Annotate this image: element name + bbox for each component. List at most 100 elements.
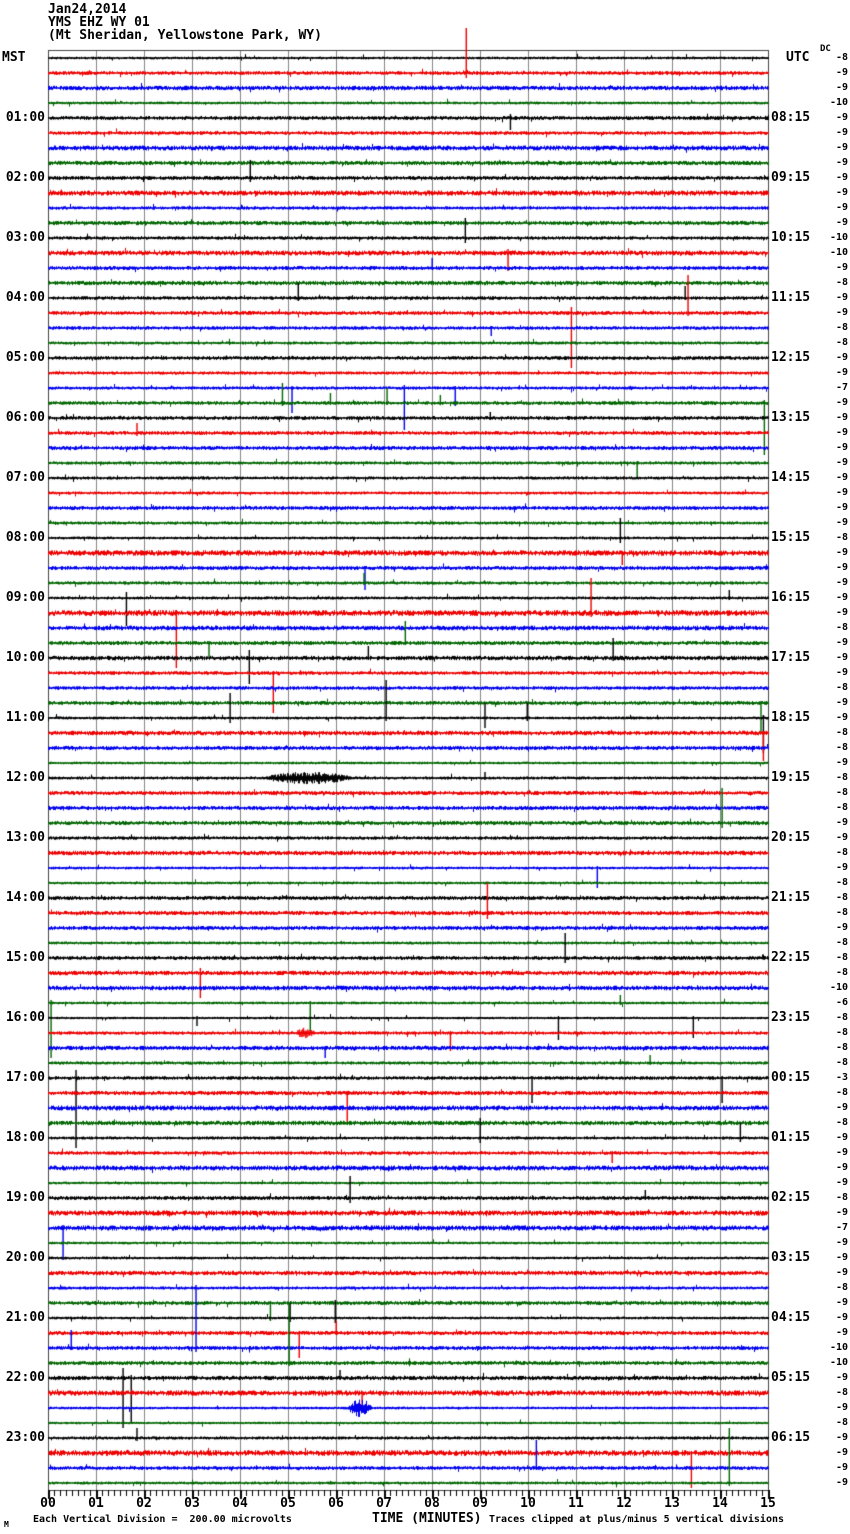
utc-hour-label: 16:15 xyxy=(771,590,811,605)
dc-offset-value: -7 xyxy=(835,382,848,393)
dc-offset-value: -9 xyxy=(835,1462,848,1473)
dc-offset-header: DC xyxy=(820,44,831,54)
dc-offset-value: -8 xyxy=(835,1027,848,1038)
dc-offset-value: -9 xyxy=(835,457,848,468)
dc-offset-value: -8 xyxy=(835,1282,848,1293)
utc-hour-label: 04:15 xyxy=(771,1310,811,1325)
title-location: (Mt Sheridan, Yellowstone Park, WY) xyxy=(48,28,322,43)
dc-offset-value: -9 xyxy=(835,67,848,78)
x-axis-tick-label: 01 xyxy=(88,1496,104,1511)
dc-offset-value: -9 xyxy=(835,1402,848,1413)
dc-offset-value: -8 xyxy=(835,967,848,978)
dc-offset-value: -8 xyxy=(835,277,848,288)
dc-offset-value: -9 xyxy=(835,577,848,588)
mst-hour-label: 21:00 xyxy=(5,1310,45,1325)
utc-hour-label: 23:15 xyxy=(771,1010,811,1025)
dc-offset-value: -9 xyxy=(835,187,848,198)
dc-offset-value: -8 xyxy=(835,787,848,798)
dc-offset-value: -9 xyxy=(835,547,848,558)
dc-offset-value: -10 xyxy=(829,232,848,243)
dc-offset-value: -8 xyxy=(835,1012,848,1023)
x-axis-tick-label: 04 xyxy=(232,1496,248,1511)
mst-hour-label: 03:00 xyxy=(5,230,45,245)
dc-offset-value: -9 xyxy=(835,1162,848,1173)
dc-offset-value: -10 xyxy=(829,247,848,258)
dc-offset-value: -8 xyxy=(835,1417,848,1428)
x-axis-tick-label: 00 xyxy=(40,1496,56,1511)
dc-offset-value: -8 xyxy=(835,847,848,858)
dc-offset-value: -10 xyxy=(829,1342,848,1353)
dc-offset-value: -9 xyxy=(835,832,848,843)
dc-offset-value: -8 xyxy=(835,622,848,633)
dc-offset-value: -8 xyxy=(835,1042,848,1053)
dc-offset-value: -8 xyxy=(835,1057,848,1068)
dc-offset-value: -8 xyxy=(835,952,848,963)
dc-offset-value: -8 xyxy=(835,877,848,888)
dc-offset-value: -9 xyxy=(835,562,848,573)
x-axis-tick-label: 13 xyxy=(664,1496,680,1511)
dc-offset-value: -9 xyxy=(835,697,848,708)
x-axis-tick-label: 05 xyxy=(280,1496,296,1511)
utc-hour-label: 19:15 xyxy=(771,770,811,785)
utc-hour-label: 08:15 xyxy=(771,110,811,125)
mst-hour-label: 11:00 xyxy=(5,710,45,725)
utc-hour-label: 13:15 xyxy=(771,410,811,425)
mst-hour-label: 06:00 xyxy=(5,410,45,425)
mst-hour-label: 22:00 xyxy=(5,1370,45,1385)
vertical-division-note: Each Vertical Division = 200.00 microvol… xyxy=(33,1514,292,1525)
x-axis-tick-label: 12 xyxy=(616,1496,632,1511)
utc-hour-label: 14:15 xyxy=(771,470,811,485)
dc-offset-value: -9 xyxy=(835,1477,848,1488)
corner-glyph: M xyxy=(4,1520,9,1529)
dc-offset-value: -9 xyxy=(835,352,848,363)
dc-offset-value: -9 xyxy=(835,1267,848,1278)
title-date: Jan24,2014 xyxy=(48,2,127,17)
dc-offset-value: -9 xyxy=(835,427,848,438)
mst-hour-label: 05:00 xyxy=(5,350,45,365)
dc-offset-value: -9 xyxy=(835,817,848,828)
mst-hour-label: 08:00 xyxy=(5,530,45,545)
mst-hour-label: 19:00 xyxy=(5,1190,45,1205)
mst-hour-label: 15:00 xyxy=(5,950,45,965)
dc-offset-value: -9 xyxy=(835,307,848,318)
dc-offset-value: -10 xyxy=(829,982,848,993)
dc-offset-value: -9 xyxy=(835,592,848,603)
utc-hour-label: 06:15 xyxy=(771,1430,811,1445)
dc-offset-value: -8 xyxy=(835,337,848,348)
x-axis-tick-label: 14 xyxy=(712,1496,728,1511)
utc-hour-label: 05:15 xyxy=(771,1370,811,1385)
dc-offset-value: -8 xyxy=(835,322,848,333)
utc-hour-label: 22:15 xyxy=(771,950,811,965)
clipping-note: Traces clipped at plus/minus 5 vertical … xyxy=(489,1514,785,1525)
utc-hour-label: 17:15 xyxy=(771,650,811,665)
x-axis-tick-label: 06 xyxy=(328,1496,344,1511)
utc-hour-label: 12:15 xyxy=(771,350,811,365)
dc-offset-value: -9 xyxy=(835,217,848,228)
utc-hour-label: 02:15 xyxy=(771,1190,811,1205)
mst-hour-label: 17:00 xyxy=(5,1070,45,1085)
dc-offset-value: -9 xyxy=(835,157,848,168)
dc-offset-value: -8 xyxy=(835,1087,848,1098)
dc-offset-value: -9 xyxy=(835,262,848,273)
utc-hour-label: 03:15 xyxy=(771,1250,811,1265)
dc-offset-value: -10 xyxy=(829,1357,848,1368)
mst-hour-label: 12:00 xyxy=(5,770,45,785)
dc-offset-value: -9 xyxy=(835,202,848,213)
mst-hour-label: 09:00 xyxy=(5,590,45,605)
dc-offset-value: -7 xyxy=(835,1222,848,1233)
dc-offset-value: -9 xyxy=(835,1312,848,1323)
mst-hour-label: 04:00 xyxy=(5,290,45,305)
utc-hour-label: 09:15 xyxy=(771,170,811,185)
dc-offset-value: -9 xyxy=(835,607,848,618)
dc-offset-value: -8 xyxy=(835,52,848,63)
dc-offset-value: -9 xyxy=(835,652,848,663)
dc-offset-value: -8 xyxy=(835,1192,848,1203)
mst-hour-label: 10:00 xyxy=(5,650,45,665)
mst-hour-label: 13:00 xyxy=(5,830,45,845)
dc-offset-value: -9 xyxy=(835,367,848,378)
utc-hour-label: 18:15 xyxy=(771,710,811,725)
dc-offset-value: -8 xyxy=(835,727,848,738)
dc-offset-value: -8 xyxy=(835,802,848,813)
dc-offset-value: -8 xyxy=(835,892,848,903)
